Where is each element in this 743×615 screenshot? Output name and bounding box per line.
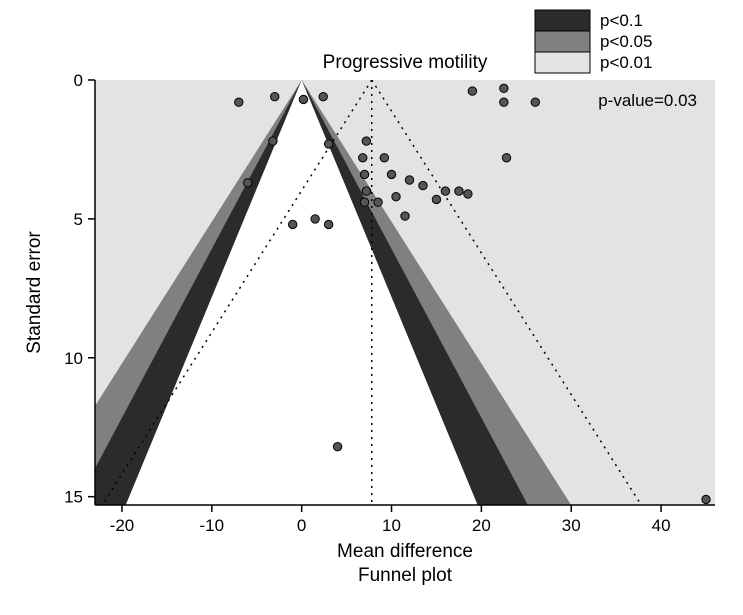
data-point: [405, 176, 413, 184]
data-point: [360, 170, 368, 178]
data-point: [500, 84, 508, 92]
data-point: [441, 187, 449, 195]
y-tick-label: 5: [74, 210, 83, 229]
x-tick-label: 10: [382, 516, 401, 535]
data-point: [380, 154, 388, 162]
data-point: [360, 198, 368, 206]
x-axis-label: Mean difference: [337, 541, 473, 562]
data-point: [455, 187, 463, 195]
data-point: [468, 87, 476, 95]
x-tick-label: 20: [472, 516, 491, 535]
y-axis-label: Standard error: [24, 231, 45, 354]
data-point: [235, 98, 243, 106]
data-point: [288, 220, 296, 228]
x-tick-label: 40: [652, 516, 671, 535]
data-point: [464, 190, 472, 198]
data-point: [419, 181, 427, 189]
x-tick-label: 0: [297, 516, 306, 535]
legend-label: p<0.01: [600, 53, 652, 72]
data-point: [359, 154, 367, 162]
x-tick-label: -20: [110, 516, 135, 535]
data-point: [311, 215, 319, 223]
funnel-plot-svg: p<0.1 p<0.05 p<0.01 Progressive motility p-v…: [0, 0, 743, 615]
legend-swatch: [535, 52, 590, 73]
data-point: [432, 195, 440, 203]
legend-label: p<0.1: [600, 11, 643, 30]
p-value-annotation: p-value=0.03: [598, 91, 697, 110]
data-point: [362, 137, 370, 145]
data-point: [319, 92, 327, 100]
data-point: [502, 154, 510, 162]
data-point: [324, 140, 332, 148]
data-point: [271, 92, 279, 100]
legend-swatch: [535, 10, 590, 31]
data-point: [244, 179, 252, 187]
y-tick-label: 0: [74, 71, 83, 90]
data-point: [374, 198, 382, 206]
data-point: [702, 495, 710, 503]
y-tick-label: 15: [64, 488, 83, 507]
chart-title: Progressive motility: [323, 52, 488, 73]
data-point: [387, 170, 395, 178]
data-point: [401, 212, 409, 220]
y-tick-label: 10: [64, 349, 83, 368]
legend: p<0.1 p<0.05 p<0.01: [535, 10, 652, 73]
data-point: [269, 137, 277, 145]
data-point: [333, 442, 341, 450]
x-tick-label: -10: [200, 516, 225, 535]
legend-label: p<0.05: [600, 32, 652, 51]
data-point: [500, 98, 508, 106]
data-point: [531, 98, 539, 106]
data-point: [362, 187, 370, 195]
plot-area: p-value=0.03: [32, 80, 715, 505]
x-tick-label: 30: [562, 516, 581, 535]
data-point: [299, 95, 307, 103]
legend-swatch: [535, 31, 590, 52]
chart-subtitle: Funnel plot: [358, 565, 453, 586]
data-point: [392, 192, 400, 200]
funnel-plot-figure: p<0.1 p<0.05 p<0.01 Progressive motility p-v…: [0, 0, 743, 615]
data-point: [324, 220, 332, 228]
